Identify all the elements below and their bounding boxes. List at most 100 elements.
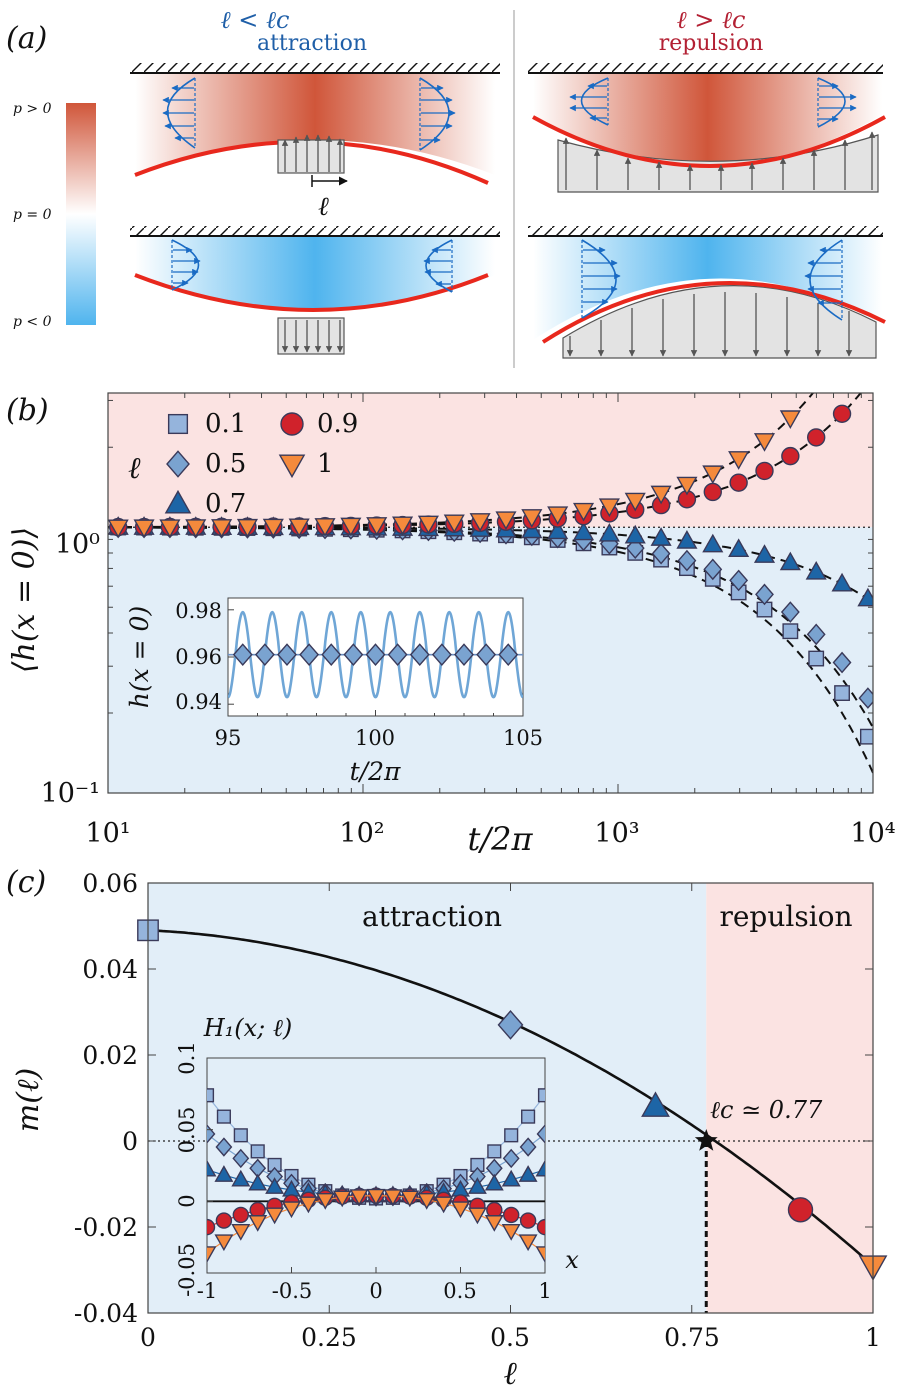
data-point-1 <box>262 518 284 538</box>
inset-c-y-tick-0: 0 <box>175 1194 199 1207</box>
x-tick-10000: 10⁴ <box>850 818 895 849</box>
x-tick-1000: 10³ <box>594 818 639 849</box>
inset-c-point-0.9 <box>232 1206 250 1224</box>
data-point-0.1 <box>808 650 825 667</box>
inset-c-x-tick-0.5: 0.5 <box>443 1279 476 1303</box>
inset-c-point-0.7 <box>248 1173 268 1191</box>
inset-c-x-tick-neg1: -1 <box>197 1279 217 1303</box>
c-y-tick-neg0.04: -0.04 <box>74 1299 138 1328</box>
c-y-tick-0.04: 0.04 <box>82 955 138 984</box>
data-point-0.1 <box>834 685 850 701</box>
legend: ℓ 0.1 0.5 0.7 0.9 1 <box>128 409 358 519</box>
data-point-1 <box>547 506 569 526</box>
inset-c-x-tick-1: 1 <box>538 1279 551 1303</box>
data-point-1 <box>314 518 336 537</box>
inset-c-point-1 <box>383 1189 403 1207</box>
data-point-0.5 <box>677 549 697 572</box>
inset-c-point-1 <box>265 1207 285 1225</box>
legend-label-0.5: 0.5 <box>205 449 246 479</box>
m-point-0.5 <box>497 1010 524 1040</box>
inset-c-point-1 <box>484 1215 504 1232</box>
data-point-0.7 <box>598 522 620 542</box>
inset-x-tick-105: 105 <box>503 726 543 750</box>
critical-ell-label: ℓc ≃ 0.77 <box>710 1096 823 1124</box>
data-point-0.9 <box>703 482 722 502</box>
c-y-tick-neg0.02: -0.02 <box>74 1213 138 1242</box>
c-x-tick-0: 0 <box>140 1323 156 1352</box>
inset-c-point-0.1 <box>521 1109 536 1124</box>
colorbar-negative-label: p < 0 <box>13 314 52 330</box>
inset-c-point-0.5 <box>536 1124 545 1144</box>
data-point-0.9 <box>781 446 800 466</box>
c-x-tick-0.25: 0.25 <box>301 1323 357 1352</box>
ell-length-label: ℓ <box>318 192 329 222</box>
data-point-0.7 <box>676 530 698 549</box>
inset-c-y-tick-neg0.05: -0.05 <box>175 1243 199 1297</box>
repulsion-title: repulsion <box>659 31 764 56</box>
inset-x-label: t/2π <box>350 757 401 786</box>
inset-c-point-1 <box>366 1188 386 1206</box>
axis-ticks-c <box>147 882 874 1314</box>
data-point-1 <box>495 511 517 531</box>
inset-average-marker <box>431 643 452 667</box>
legend-marker-0.7 <box>164 489 192 514</box>
inset-c-x-tick-0: 0 <box>369 1279 382 1303</box>
data-point-0.7 <box>572 521 595 541</box>
data-point-0.5 <box>755 583 774 606</box>
data-point-1 <box>417 515 439 535</box>
inset-c-point-0.1 <box>216 1109 231 1124</box>
inset-c-point-1 <box>298 1196 318 1214</box>
inset-c-point-0.9 <box>503 1206 520 1224</box>
repulsion-condition: ℓ > ℓc <box>677 6 746 34</box>
data-series <box>108 404 873 745</box>
attraction-region-label: attraction <box>362 900 502 933</box>
legend-label-0.7: 0.7 <box>205 489 246 519</box>
inset-c-point-1 <box>535 1246 545 1263</box>
data-point-0.7 <box>702 533 724 553</box>
data-point-1 <box>676 476 698 496</box>
data-point-1 <box>340 517 362 537</box>
inset-average-marker <box>387 643 408 667</box>
inset-c-point-0.7 <box>214 1165 234 1182</box>
inset-c-point-0.5 <box>215 1137 233 1157</box>
inset-c-point-1 <box>501 1223 521 1241</box>
schematic-attraction-positive: ℓ <box>130 63 500 222</box>
inset-average-marker <box>254 643 275 667</box>
inset-x-tick-95: 95 <box>215 726 242 750</box>
y-tick-0.1: 10⁻¹ <box>41 778 100 809</box>
data-point-0.5 <box>858 687 873 709</box>
data-point-1 <box>598 498 620 518</box>
inset-y-tick-0.98: 0.98 <box>175 599 222 623</box>
c-y-axis-label: m(ℓ) <box>11 1068 46 1132</box>
inset-c-point-0.7 <box>207 1159 217 1177</box>
inset-c-point-0.9 <box>536 1218 545 1236</box>
colorbar-zero-label: p = 0 <box>13 207 52 223</box>
data-point-1 <box>572 502 595 522</box>
legend-label-1: 1 <box>317 449 334 479</box>
inset-average-marker <box>299 643 320 667</box>
data-point-1 <box>702 465 724 485</box>
inset-c-point-0.7 <box>265 1177 285 1194</box>
inset-c-point-0.1 <box>504 1128 519 1143</box>
x-tick-10: 10¹ <box>85 818 130 849</box>
data-point-1 <box>469 513 491 532</box>
data-point-1 <box>159 519 181 539</box>
inset-average-marker <box>343 643 364 667</box>
inset-c-point-0.9 <box>519 1212 537 1229</box>
inset-c-point-1 <box>434 1196 454 1214</box>
legend-label-0.1: 0.1 <box>205 409 246 439</box>
inset-c-point-1 <box>214 1234 234 1252</box>
inset-average-marker <box>498 643 519 667</box>
legend-marker-0.9 <box>280 412 304 436</box>
repulsion-region-label: repulsion <box>719 900 852 933</box>
inset-c-point-0.7 <box>484 1173 504 1191</box>
inset-c-point-0.5 <box>232 1148 250 1169</box>
inset-c-y-tick-0.1: 0.1 <box>175 1041 199 1074</box>
schematic-attraction-negative <box>130 226 500 355</box>
attraction-title: attraction <box>257 31 367 56</box>
inset-average-marker <box>232 643 253 667</box>
panel-a: (a) ℓ < ℓc attraction ℓ > ℓc repulsion p… <box>6 6 886 368</box>
data-point-0.7 <box>728 538 750 558</box>
inset-c-y-label: H₁(x; ℓ) <box>203 1014 293 1042</box>
